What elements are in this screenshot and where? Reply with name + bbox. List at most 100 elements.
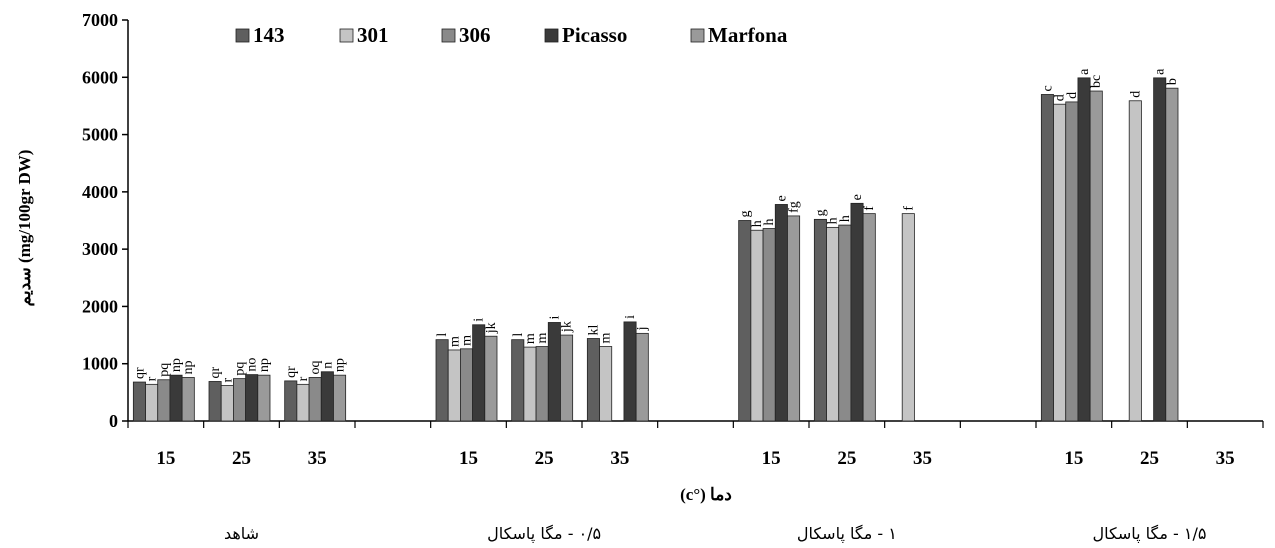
bar-306 bbox=[838, 224, 852, 422]
significance-letter: bc bbox=[1089, 75, 1104, 88]
y-tick-label: 4000 bbox=[82, 182, 118, 202]
significance-letter: n bbox=[320, 362, 335, 369]
y-axis-title: (mg/100gr DW) سدیم bbox=[15, 150, 35, 307]
significance-letter: no bbox=[245, 358, 260, 372]
legend-label-306: 306 bbox=[459, 23, 491, 47]
bar-143 bbox=[208, 381, 222, 422]
bar-marfona bbox=[1165, 87, 1179, 422]
significance-letter: d bbox=[1053, 94, 1068, 101]
significance-letter: kl bbox=[586, 325, 601, 336]
bar-301 bbox=[599, 346, 613, 422]
bar-picasso bbox=[472, 324, 486, 422]
bar-306 bbox=[459, 348, 473, 422]
significance-letter: i bbox=[623, 315, 638, 319]
group-label: ۱/۵ - مگا پاسکال bbox=[1093, 524, 1207, 544]
legend-label-143: 143 bbox=[253, 23, 285, 47]
x-tick-label: 35 bbox=[610, 448, 629, 469]
bar-marfona bbox=[635, 332, 649, 422]
bar-143 bbox=[738, 220, 752, 422]
significance-letter: e bbox=[850, 194, 865, 200]
bar-301 bbox=[220, 385, 234, 422]
x-tick-label: 25 bbox=[837, 448, 856, 469]
y-tick-label: 6000 bbox=[82, 67, 118, 87]
significance-letter: r bbox=[296, 376, 311, 381]
significance-letter: d bbox=[1065, 92, 1080, 99]
significance-letter: m bbox=[460, 335, 475, 346]
x-tick-label: 25 bbox=[535, 448, 554, 469]
significance-letter: l bbox=[435, 333, 450, 337]
x-tick-label: 15 bbox=[1064, 448, 1083, 469]
significance-letter: m bbox=[535, 333, 550, 344]
significance-letter: h bbox=[826, 217, 841, 224]
bar-143 bbox=[586, 338, 600, 422]
bar-301 bbox=[826, 226, 840, 422]
legend-label-marfona: Marfona bbox=[708, 23, 788, 47]
significance-letter: f bbox=[862, 206, 877, 211]
bar-143 bbox=[132, 381, 146, 422]
significance-letter: np bbox=[333, 358, 348, 372]
legend-swatch-306 bbox=[441, 28, 456, 43]
group-label: ۰/۵ - مگا پاسکال bbox=[487, 524, 601, 544]
significance-letter: np bbox=[257, 358, 272, 372]
significance-letter: d bbox=[1128, 91, 1143, 98]
bar-301 bbox=[750, 229, 764, 422]
bar-marfona bbox=[484, 335, 498, 422]
group-label: شاهد bbox=[224, 524, 259, 543]
significance-letter: l bbox=[511, 333, 526, 337]
x-tick-label: 25 bbox=[1140, 448, 1159, 469]
bar-picasso bbox=[169, 374, 183, 422]
bar-picasso bbox=[245, 374, 259, 422]
significance-letter: fg bbox=[787, 201, 802, 213]
significance-letter: g bbox=[738, 211, 753, 218]
y-tick-label: 3000 bbox=[82, 239, 118, 259]
x-tick-label: 35 bbox=[913, 448, 932, 469]
significance-letter: np bbox=[169, 358, 184, 372]
significance-letter: h bbox=[750, 220, 765, 227]
bar-picasso bbox=[547, 322, 561, 422]
significance-letter: np bbox=[181, 360, 196, 374]
bar-301 bbox=[1128, 100, 1142, 422]
significance-letter: qr bbox=[132, 367, 147, 379]
bar-marfona bbox=[862, 213, 876, 422]
x-tick-label: 35 bbox=[308, 448, 327, 469]
significance-letter: i bbox=[472, 318, 487, 322]
significance-letter: pq bbox=[157, 363, 172, 377]
legend-swatch-301 bbox=[339, 28, 354, 43]
significance-letter: m bbox=[599, 333, 614, 344]
significance-letter: h bbox=[838, 215, 853, 222]
y-tick-label: 0 bbox=[109, 411, 118, 431]
bar-143 bbox=[813, 218, 827, 422]
bar-143 bbox=[1040, 94, 1054, 422]
x-tick-label: 15 bbox=[459, 448, 478, 469]
significance-letter: i bbox=[547, 315, 562, 319]
significance-letter: f bbox=[901, 206, 916, 211]
bar-301 bbox=[901, 213, 915, 422]
significance-letter: b bbox=[1165, 78, 1180, 85]
y-tick-label: 7000 bbox=[82, 10, 118, 30]
significance-letter: jk bbox=[484, 322, 499, 334]
bar-301 bbox=[447, 349, 461, 422]
significance-letter: m bbox=[523, 333, 538, 344]
legend-swatch-143 bbox=[235, 28, 250, 43]
bar-143 bbox=[511, 339, 525, 422]
y-tick-label: 5000 bbox=[82, 125, 118, 145]
significance-letter: j bbox=[635, 326, 650, 331]
x-tick-label: 35 bbox=[1216, 448, 1235, 469]
bar-306 bbox=[157, 379, 171, 422]
bar-picasso bbox=[774, 204, 788, 422]
x-tick-label: 25 bbox=[232, 448, 251, 469]
bar-306 bbox=[308, 377, 322, 422]
bar-306 bbox=[232, 378, 246, 422]
bar-marfona bbox=[787, 215, 801, 422]
significance-letter: m bbox=[447, 336, 462, 347]
bar-143 bbox=[435, 339, 449, 422]
bar-301 bbox=[145, 383, 159, 422]
legend-label-picasso: Picasso bbox=[562, 23, 627, 47]
bar-301 bbox=[1053, 103, 1067, 422]
x-axis-title: دما (°c) bbox=[680, 485, 732, 504]
significance-letter: h bbox=[762, 219, 777, 226]
legend-swatch-picasso bbox=[544, 28, 559, 43]
bar-143 bbox=[284, 380, 298, 422]
y-tick-label: 2000 bbox=[82, 296, 118, 316]
